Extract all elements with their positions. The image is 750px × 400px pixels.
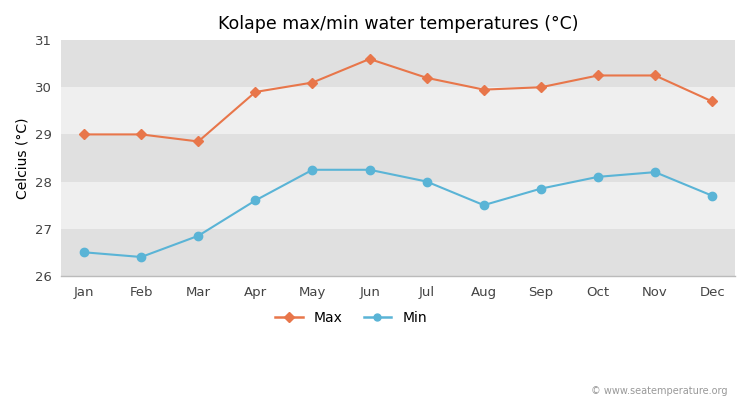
Y-axis label: Celcius (°C): Celcius (°C) — [15, 117, 29, 199]
Legend: Max, Min: Max, Min — [269, 305, 433, 330]
Bar — [62, 87, 735, 134]
Title: Kolape max/min water temperatures (°C): Kolape max/min water temperatures (°C) — [218, 15, 578, 33]
Bar — [62, 182, 735, 229]
Bar — [62, 40, 735, 87]
Bar — [62, 229, 735, 276]
Text: © www.seatemperature.org: © www.seatemperature.org — [591, 386, 728, 396]
Bar — [62, 134, 735, 182]
